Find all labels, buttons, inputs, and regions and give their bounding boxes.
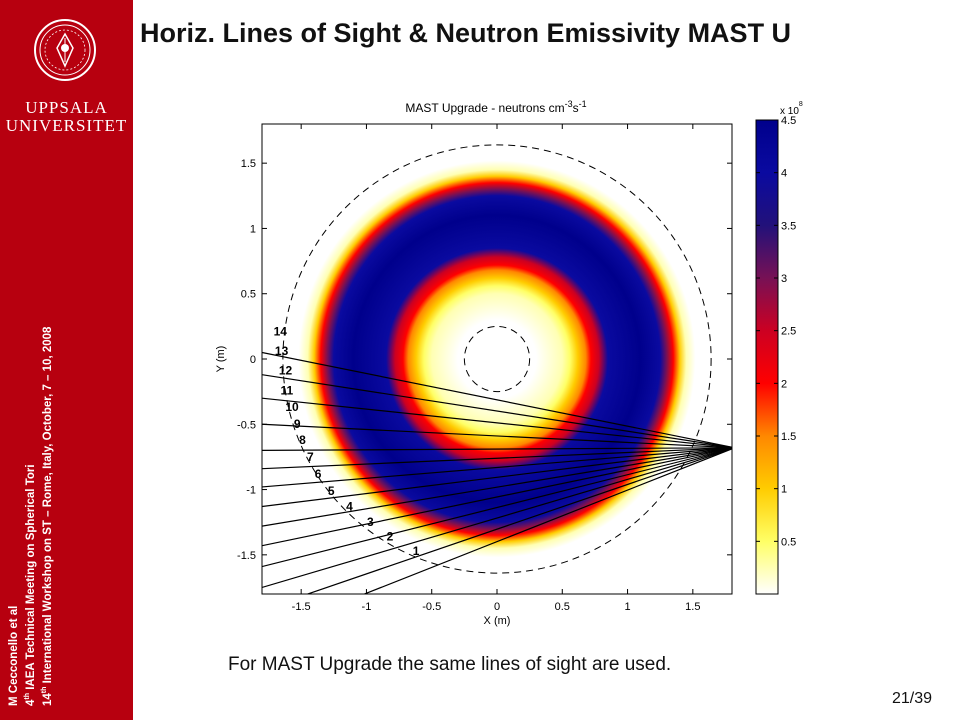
line-of-sight-label-7: 7	[307, 450, 314, 464]
university-name-line2: UNIVERSITET	[5, 116, 128, 135]
line-of-sight-14	[262, 351, 732, 448]
axis-layer: -1.5 -1 -0.5 0 0.5 1 1.5 1.5 1 0.5 0 -0.5 -1 -1.5	[237, 124, 732, 613]
chart-title-mid: s	[573, 101, 579, 115]
x-tick-label: 1	[624, 601, 630, 613]
line-of-sight-label-1: 1	[413, 544, 420, 558]
x-tick-label: -1	[362, 601, 372, 613]
inner-boundary	[463, 325, 531, 393]
meeting-number-suffix: th	[24, 692, 31, 700]
line-of-sight-label-9: 9	[294, 417, 301, 431]
meeting-name: IAEA Technical Meeting on Spherical Tori	[24, 464, 37, 693]
colorbar-tick-label: 2.5	[781, 326, 796, 338]
line-of-sight-label-11: 11	[280, 383, 293, 397]
line-of-sight-label-12: 12	[279, 364, 293, 378]
colorbar-tick-label: 3.5	[781, 220, 796, 232]
line-of-sight-3	[262, 447, 732, 589]
chart-title-main: MAST Upgrade - neutrons cm	[405, 101, 564, 115]
y-tick-label: 1.5	[241, 158, 256, 170]
x-axis-label: X (m)	[484, 615, 511, 627]
meeting-number: 4	[24, 699, 37, 706]
line-of-sight-label-14: 14	[274, 325, 288, 339]
line-of-sight-10	[262, 447, 732, 451]
uppsala-seal-icon	[34, 19, 96, 81]
line-of-sight-label-2: 2	[387, 529, 394, 543]
y-tick-label: 1	[250, 223, 256, 235]
chart-title: MAST Upgrade - neutrons cm-3s-1	[405, 99, 586, 115]
line-of-sight-13	[262, 374, 732, 448]
slide-title: Horiz. Lines of Sight & Neutron Emissivi…	[140, 18, 792, 48]
chart-title-exp1: -3	[565, 99, 573, 109]
y-tick-label: -0.5	[237, 419, 256, 431]
university-name-line1: UPPSALA	[25, 98, 108, 117]
chart-title-exp2: -1	[579, 99, 587, 109]
colorbar-tick-label: 2	[781, 378, 787, 390]
colorbar-multiplier-base: x 10	[780, 106, 799, 117]
line-of-sight-label-6: 6	[315, 467, 322, 481]
line-of-sight-label-8: 8	[299, 433, 306, 447]
colorbar: x 108 0.5 1 1.5 2 2.5 3 3.5 4 4.5	[755, 101, 803, 595]
slide-caption: For MAST Upgrade the same lines of sight…	[228, 654, 672, 675]
colorbar-tick-label: 1	[781, 484, 787, 496]
line-of-sight-1	[362, 448, 732, 594]
x-tick-label: -1.5	[292, 601, 311, 613]
y-tick-label: -1	[246, 485, 256, 497]
workshop-number: 14	[41, 693, 54, 706]
y-tick-label: -1.5	[237, 550, 256, 562]
workshop-line: 14th International Workshop on ST – Rome…	[38, 206, 55, 706]
line-of-sight-label-10: 10	[285, 400, 299, 414]
colorbar-tick-label: 3	[781, 273, 787, 285]
outer-boundary	[282, 144, 712, 574]
x-tick-label: 1.5	[685, 601, 700, 613]
line-of-sight-11	[262, 423, 732, 449]
conference-info: M Cecconello et al 4th IAEA Technical Me…	[8, 206, 55, 706]
colorbar-tick-label: 4	[781, 168, 787, 180]
colorbar-tick-label: 0.5	[781, 536, 796, 548]
colorbar-multiplier: x 108	[780, 101, 803, 117]
colorbar-scale	[755, 119, 779, 595]
line-of-sight-8	[262, 447, 732, 488]
sidebar: UPPSALA UNIVERSITET M Cecconello et al 4…	[0, 0, 133, 720]
line-of-sight-2	[305, 448, 732, 594]
line-of-sight-12	[262, 397, 732, 449]
x-tick-label: -0.5	[422, 601, 441, 613]
workshop-number-suffix: th	[40, 686, 48, 694]
line-of-sight-label-5: 5	[328, 484, 335, 498]
emissivity-ring	[298, 160, 696, 558]
page-number: 21/39	[892, 690, 933, 707]
line-of-sight-label-13: 13	[275, 344, 289, 358]
x-tick-label: 0.5	[555, 601, 570, 613]
line-of-sight-9	[262, 447, 732, 470]
line-of-sight-7	[262, 447, 732, 508]
y-tick-label: 0.5	[241, 289, 256, 301]
meeting-line: 4th IAEA Technical Meeting on Spherical …	[21, 206, 38, 706]
author-line: M Cecconello et al	[8, 605, 20, 706]
colorbar-tick-label: 1.5	[781, 431, 796, 443]
line-of-sight-label-3: 3	[367, 515, 374, 529]
emissivity-figure: MAST Upgrade - neutrons cm-3s-1 12345678…	[215, 99, 803, 627]
line-of-sight-4	[262, 447, 732, 568]
x-tick-label: 0	[494, 601, 500, 613]
line-of-sight-5	[262, 447, 732, 547]
line-of-sight-6	[262, 447, 732, 527]
line-of-sight-label-4: 4	[346, 499, 353, 513]
colorbar-multiplier-exp: 8	[799, 101, 803, 108]
colorbar-tick-label: 4.5	[781, 115, 796, 127]
y-axis-label: Y (m)	[215, 346, 227, 373]
y-tick-label: 0	[250, 354, 256, 366]
workshop-name: International Workshop on ST – Rome, Ita…	[41, 326, 54, 687]
